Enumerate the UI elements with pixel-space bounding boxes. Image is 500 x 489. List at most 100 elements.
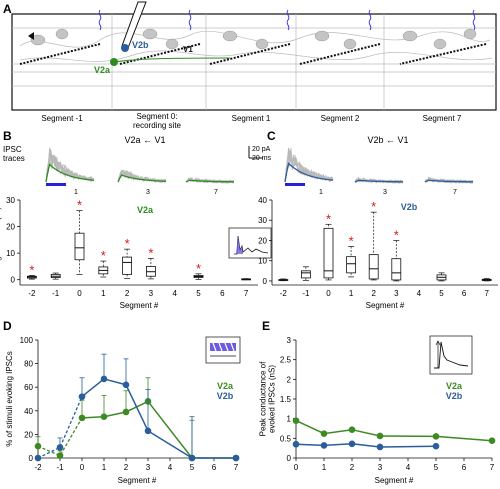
x-axis-label: Segment #: [120, 301, 159, 310]
x-tick-label: -2: [28, 289, 36, 298]
y-tick-label: 0.5: [280, 434, 292, 443]
x-tick-label: 2: [350, 463, 355, 472]
b-box-plot: 0 10 20 30 -2 -1 0 1 2 3 4 5 6 7 * * * * * * Charge transfer…: [0, 196, 258, 310]
ipsc-mean-trace: [185, 179, 234, 183]
label-v1: V1: [183, 45, 193, 54]
segment-label-minus1: Segment -1: [41, 114, 83, 123]
b-trace-seg-3: 3: [146, 189, 150, 196]
scale-bar-current: 20 pA: [252, 146, 271, 153]
neuron-cells: [30, 28, 477, 50]
b-trace-seg-7: 7: [214, 189, 218, 196]
series-dashed-v2b: [37, 396, 83, 459]
data-point-v2b: [56, 444, 64, 451]
series-line-v2a: [81, 400, 236, 459]
x-tick-label: 3: [146, 463, 151, 472]
data-point-v2a: [488, 437, 496, 444]
segment-label-2: Segment 2: [321, 114, 360, 123]
legend-v2a: V2a: [217, 381, 234, 391]
y-tick-label: 40: [258, 196, 267, 205]
y-tick-label: 1.5: [280, 395, 292, 404]
significance-star: *: [101, 248, 106, 263]
data-point-v2a: [432, 433, 440, 440]
data-point-v2b: [144, 427, 152, 435]
y-tick-label: 100: [20, 336, 34, 345]
segment-label-0: Segment 0: recording site: [133, 112, 182, 130]
data-point-v2a: [34, 442, 42, 450]
y-tick-label: 20: [24, 430, 33, 439]
significance-star: *: [326, 211, 331, 226]
x-tick-label: 4: [172, 289, 177, 298]
series-line-v2b: [81, 378, 236, 459]
y-axis-label: evoked IPSCs (nS): [268, 365, 277, 433]
x-tick-label: 3: [149, 289, 154, 298]
scale-bar-time: 20 ms: [252, 155, 272, 162]
c-trace-seg-7: 7: [453, 189, 457, 196]
x-axis-label: Segment #: [118, 476, 157, 485]
data-point-v2b: [232, 454, 240, 462]
y-tick-label: 0: [287, 454, 292, 463]
x-tick-label: 1: [101, 289, 106, 298]
x-tick-label: 7: [490, 463, 495, 472]
b-trace-seg-1: 1: [74, 189, 78, 196]
x-tick-label: 6: [462, 463, 467, 472]
panel-e-letter: E: [262, 319, 270, 333]
y-tick-label: 0: [263, 277, 268, 286]
b-trace-title: V2a ← V1: [124, 135, 165, 145]
x-tick-label: 6: [212, 463, 217, 472]
c-trace-seg-3: 3: [383, 189, 387, 196]
spinal-cord-schematic-frame: [11, 13, 497, 111]
significance-star: *: [29, 262, 34, 277]
data-point-v2a: [292, 417, 300, 424]
significance-star: *: [394, 227, 399, 242]
data-point-v2a: [376, 432, 384, 440]
x-tick-label: -1: [56, 463, 64, 472]
data-point-v2b: [100, 375, 108, 383]
y-tick-label: 80: [24, 360, 33, 369]
x-tick-label: -1: [302, 289, 310, 298]
c-trace-seg-1: 1: [319, 189, 323, 196]
rostral-arrow-icon: [28, 32, 34, 40]
box: [323, 227, 334, 279]
legend-v2b: V2b: [217, 391, 234, 401]
y-tick-label: 2.5: [280, 356, 292, 365]
x-axis-label: Segment #: [366, 301, 405, 310]
box: [122, 256, 132, 275]
box: [74, 232, 85, 261]
c-ipsc-traces: [284, 147, 474, 185]
data-point-v2b: [320, 442, 328, 449]
box: [391, 258, 402, 281]
series-dashed-v2a: [37, 417, 83, 457]
panel-c: C V2b ← V1 1 3 7 0 10 20 30 40 -2 -1 0 1 2 3 4 5 6 7 * *…: [258, 129, 498, 310]
dorsal-root-fibers: [98, 9, 476, 31]
b-stim-bar: [46, 183, 66, 186]
x-tick-label: 7: [234, 463, 239, 472]
box: [346, 256, 357, 274]
significance-star: *: [371, 199, 376, 214]
x-tick-label: -1: [52, 289, 60, 298]
x-tick-label: 1: [322, 463, 327, 472]
x-tick-label: 1: [349, 289, 354, 298]
series-line-v2a: [295, 419, 493, 442]
x-tick-label: 4: [417, 289, 422, 298]
c-box-plot: 0 10 20 30 40 -2 -1 0 1 2 3 4 5 6 7 * * * * Segment # V2b: [258, 196, 498, 310]
series-line-v2b: [295, 443, 437, 448]
data-point-v2a: [100, 413, 108, 421]
v1-projections: [19, 43, 487, 65]
significance-star: *: [196, 261, 201, 276]
y-tick-label: 10: [258, 257, 267, 266]
x-tick-label: -2: [280, 289, 288, 298]
panel-c-letter: C: [267, 129, 276, 143]
ipsc-mean-trace: [354, 179, 403, 183]
x-tick-label: 3: [394, 289, 399, 298]
data-point-v2b: [376, 443, 384, 451]
data-point-v2b: [188, 454, 196, 462]
x-tick-label: 0: [326, 289, 331, 298]
ipsc-mean-trace: [117, 174, 166, 183]
y-axis-label: Charge transfer (fC): [0, 207, 2, 278]
v2b-cell-icon: [121, 44, 129, 52]
ipsc-mean-trace: [45, 163, 95, 183]
x-tick-label: 7: [484, 289, 489, 298]
